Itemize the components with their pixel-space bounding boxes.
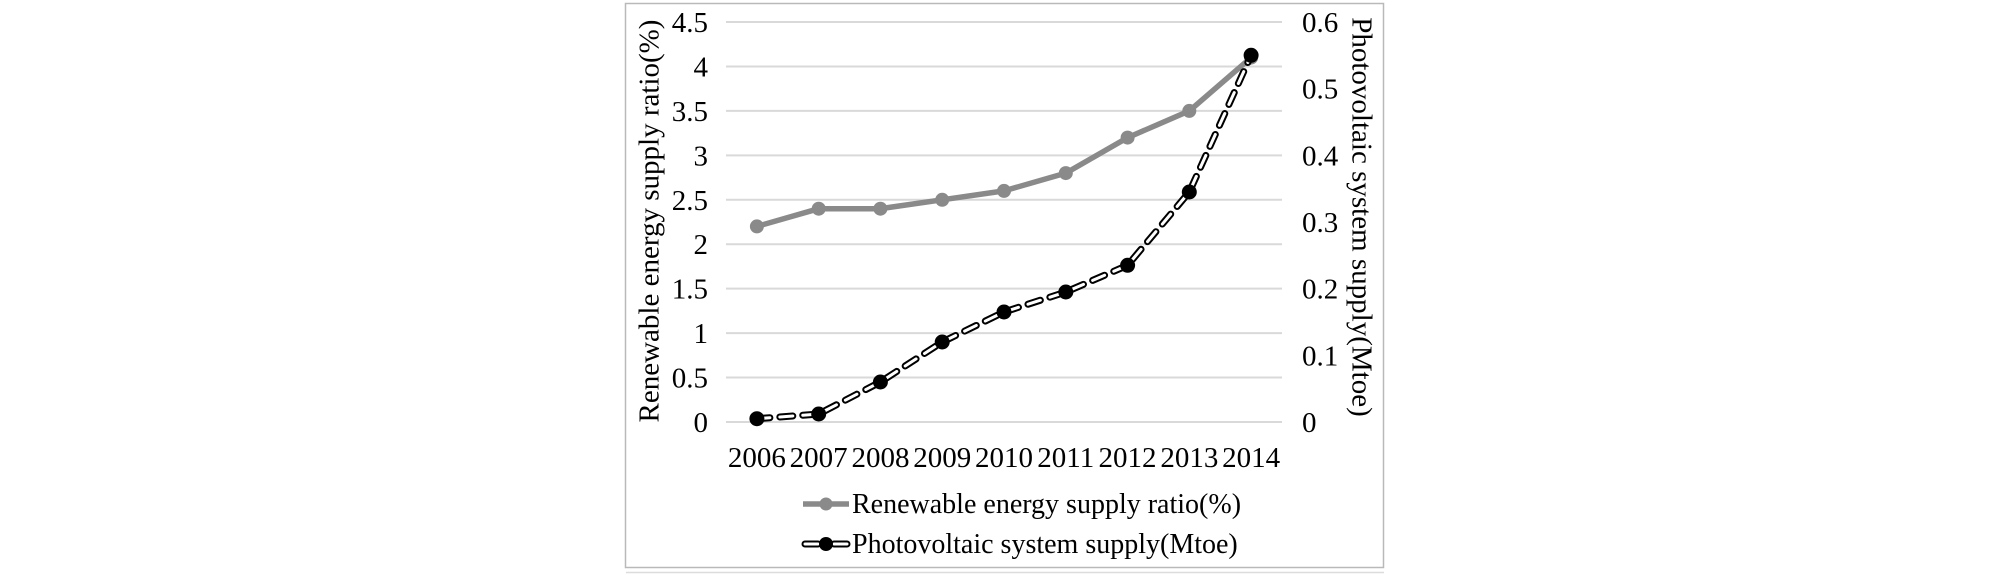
x-axis-tick-label: 2011 bbox=[1037, 442, 1094, 474]
data-point-photovoltaic bbox=[1120, 257, 1136, 273]
x-axis-tick-label: 2008 bbox=[851, 442, 909, 474]
x-axis-tick-labels: 2006 2007 2008 2009 2010 2011 2012 2013 2014 bbox=[728, 442, 1281, 474]
right-axis-tick-label: 0.5 bbox=[1302, 74, 1338, 106]
data-point-renewable bbox=[811, 201, 826, 216]
left-axis-tick-label: 0 bbox=[694, 407, 709, 439]
left-axis-tick-label: 4 bbox=[694, 51, 709, 83]
data-point-photovoltaic bbox=[872, 374, 888, 390]
data-point-photovoltaic bbox=[934, 334, 950, 350]
legend-label-renewable: Renewable energy supply ratio(%) bbox=[852, 489, 1241, 520]
chart-panel bbox=[624, 2, 1385, 569]
right-axis-tick-label: 0 bbox=[1302, 407, 1317, 439]
series-area bbox=[749, 47, 1259, 427]
data-point-photovoltaic bbox=[1181, 184, 1197, 200]
right-axis-tick-label: 0.4 bbox=[1302, 140, 1339, 172]
data-point-renewable bbox=[873, 201, 888, 216]
left-axis-title: Renewable energy supply ratio(%) bbox=[634, 20, 666, 423]
x-axis-tick-label: 2010 bbox=[975, 442, 1033, 474]
right-axis-tick-label: 0.6 bbox=[1302, 7, 1338, 39]
left-axis-tick-label: 1 bbox=[694, 318, 709, 350]
data-point-photovoltaic bbox=[749, 411, 765, 427]
legend-marker-gray-circle-icon bbox=[819, 497, 833, 511]
data-point-renewable bbox=[997, 183, 1011, 198]
left-axis-tick-label: 1.5 bbox=[672, 274, 708, 306]
right-axis-tick-labels: 0.6 0.5 0.4 0.3 0.2 0.1 0 bbox=[1302, 7, 1339, 439]
legend-item-photovoltaic: Photovoltaic system supply(Mtoe) bbox=[801, 529, 1238, 560]
right-axis-tick-label: 0.2 bbox=[1302, 274, 1338, 306]
data-point-renewable bbox=[1182, 103, 1197, 118]
data-point-photovoltaic bbox=[1058, 284, 1074, 300]
left-axis-tick-labels: 4.5 4 3.5 3 2.5 2 1.5 1 0.5 0 bbox=[672, 7, 709, 439]
right-axis-tick-label: 0.3 bbox=[1302, 207, 1338, 239]
legend-item-renewable: Renewable energy supply ratio(%) bbox=[803, 489, 1241, 520]
x-axis-tick-label: 2007 bbox=[790, 442, 848, 474]
series-line-photovoltaic-core bbox=[755, 53, 1253, 421]
data-point-renewable bbox=[935, 192, 950, 207]
legend-marker-black-circle-icon bbox=[819, 537, 833, 551]
legend-label-photovoltaic: Photovoltaic system supply(Mtoe) bbox=[852, 529, 1238, 560]
left-axis-tick-label: 2.5 bbox=[672, 185, 708, 217]
x-axis-tick-label: 2009 bbox=[913, 442, 971, 474]
left-axis-tick-label: 3.5 bbox=[672, 96, 708, 128]
x-axis-tick-label: 2013 bbox=[1160, 442, 1218, 474]
data-point-renewable bbox=[1120, 130, 1135, 145]
right-axis-tick-label: 0.1 bbox=[1302, 340, 1338, 372]
x-axis-tick-label: 2014 bbox=[1222, 442, 1281, 474]
left-axis-tick-label: 2 bbox=[694, 229, 709, 261]
gridlines bbox=[726, 21, 1282, 423]
data-point-photovoltaic bbox=[811, 406, 827, 422]
data-point-renewable bbox=[1058, 166, 1073, 181]
left-axis-tick-label: 4.5 bbox=[672, 7, 708, 39]
x-axis-tick-label: 2006 bbox=[728, 442, 786, 474]
legend: Renewable energy supply ratio(%) Photovo… bbox=[801, 489, 1241, 560]
data-point-photovoltaic bbox=[1243, 47, 1259, 63]
left-axis-tick-label: 0.5 bbox=[672, 363, 708, 395]
x-axis-tick-label: 2012 bbox=[1099, 442, 1157, 474]
right-axis-title: Photovoltaic system supply(Mtoe) bbox=[1345, 17, 1377, 417]
data-point-photovoltaic bbox=[996, 304, 1012, 320]
data-point-renewable bbox=[749, 219, 764, 234]
left-axis-tick-label: 3 bbox=[694, 140, 709, 172]
